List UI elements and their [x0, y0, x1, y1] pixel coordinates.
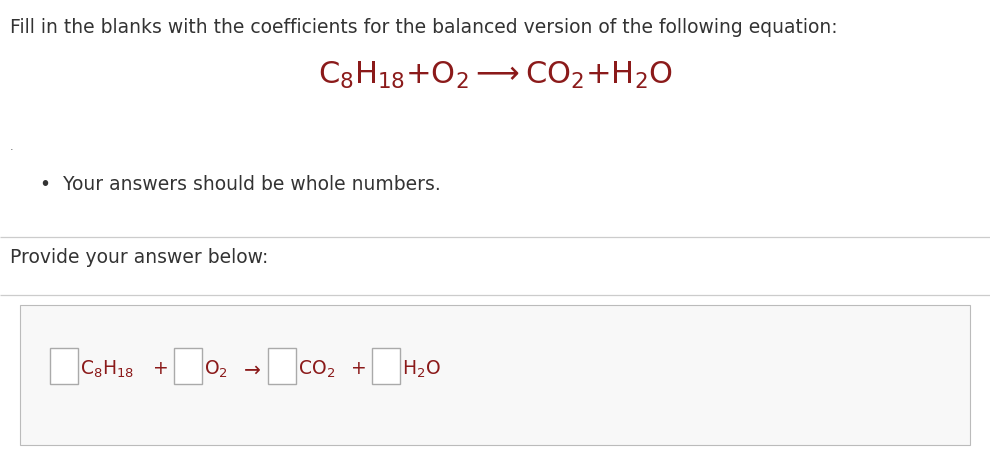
Text: Fill in the blanks with the coefficients for the balanced version of the followi: Fill in the blanks with the coefficients…	[10, 18, 838, 37]
Text: $\mathregular{C_8H_{18}}$: $\mathregular{C_8H_{18}}$	[80, 358, 135, 379]
Text: $+$: $+$	[350, 360, 365, 378]
FancyBboxPatch shape	[268, 348, 296, 384]
Text: $\mathregular{CO_2}$: $\mathregular{CO_2}$	[298, 358, 336, 379]
Text: $\mathregular{C_8H_{18}}$$ + $$\mathregular{O_2}$$ \longrightarrow $$\mathregula: $\mathregular{C_8H_{18}}$$ + $$\mathregu…	[318, 60, 672, 91]
FancyBboxPatch shape	[50, 348, 78, 384]
Text: $\mathregular{O_2}$: $\mathregular{O_2}$	[204, 358, 228, 379]
Text: $\rightarrow$: $\rightarrow$	[240, 360, 261, 378]
FancyBboxPatch shape	[20, 305, 970, 445]
Text: Provide your answer below:: Provide your answer below:	[10, 248, 268, 267]
Text: $\mathregular{H_2O}$: $\mathregular{H_2O}$	[402, 358, 441, 379]
Text: •  Your answers should be whole numbers.: • Your answers should be whole numbers.	[40, 175, 441, 194]
FancyBboxPatch shape	[372, 348, 400, 384]
FancyBboxPatch shape	[174, 348, 202, 384]
Text: $+$: $+$	[152, 360, 167, 378]
Text: ·: ·	[10, 145, 14, 155]
